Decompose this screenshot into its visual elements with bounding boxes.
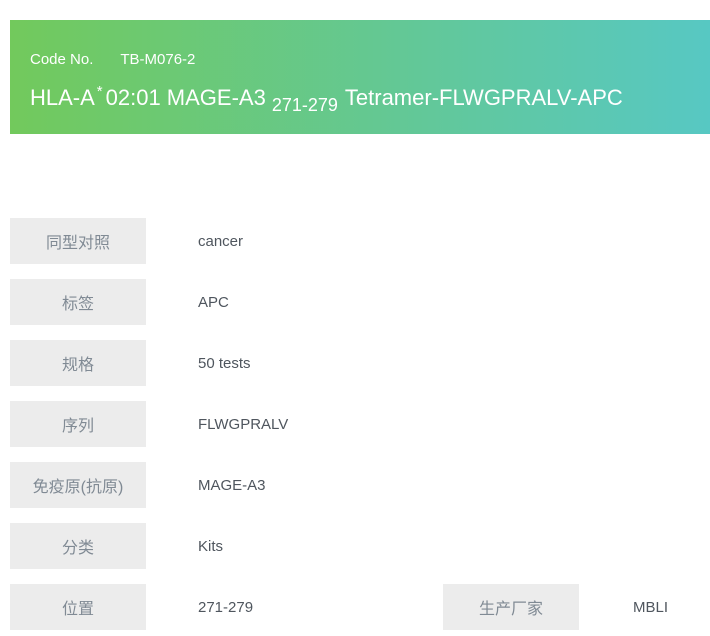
label-tag-label-box: 标签 (10, 279, 146, 325)
sequence-value: FLWGPRALV (198, 415, 289, 433)
title-part-antigen: 02:01 MAGE-A3 (105, 85, 266, 110)
product-title: HLA-A * 02:01 MAGE-A3 271-279 Tetramer-FLWGP… (30, 79, 710, 118)
title-position-subscript: 271-279 (271, 95, 338, 115)
title-asterisk-superscript: * (96, 83, 103, 100)
immunogen-label-box: 免疫原(抗原) (10, 462, 146, 508)
spec-row-isotype-control: 同型对照 cancer (10, 218, 710, 264)
position-value: 271-279 (198, 598, 254, 616)
size-value: 50 tests (198, 354, 251, 372)
position-label-box: 位置 (10, 584, 146, 630)
category-label-box: 分类 (10, 523, 146, 569)
isotype-control-label-box: 同型对照 (10, 218, 146, 264)
product-detail-page: Code No. TB-M076-2 HLA-A * 02:01 MAGE-A3 271… (0, 20, 710, 630)
manufacturer-value: MBLI (633, 598, 669, 616)
spec-table: 同型对照 cancer 标签 APC 规格 50 tests 序列 FLWGPR… (10, 218, 710, 630)
spec-row-sequence: 序列 FLWGPRALV (10, 401, 710, 447)
manufacturer-label-box: 生产厂家 (443, 584, 579, 630)
size-label-box: 规格 (10, 340, 146, 386)
isotype-control-value: cancer (198, 232, 244, 250)
spec-row-size: 规格 50 tests (10, 340, 710, 386)
title-part-tetramer: Tetramer-FLWGPRALV-APC (344, 85, 623, 110)
product-header-banner: Code No. TB-M076-2 HLA-A * 02:01 MAGE-A3 271… (10, 20, 710, 134)
code-line: Code No. TB-M076-2 (30, 50, 710, 70)
category-value: Kits (198, 537, 224, 555)
label-tag-value: APC (198, 293, 229, 311)
spec-row-immunogen: 免疫原(抗原) MAGE-A3 (10, 462, 710, 508)
sequence-label-box: 序列 (10, 401, 146, 447)
spec-row-position: 位置 271-279 生产厂家 MBLI (10, 584, 710, 630)
code-label: Code No. (30, 51, 94, 68)
spec-row-category: 分类 Kits (10, 523, 710, 569)
title-part-allele: HLA-A (30, 85, 95, 110)
spec-row-label: 标签 APC (10, 279, 710, 325)
immunogen-value: MAGE-A3 (198, 476, 266, 494)
code-value: TB-M076-2 (120, 51, 196, 68)
